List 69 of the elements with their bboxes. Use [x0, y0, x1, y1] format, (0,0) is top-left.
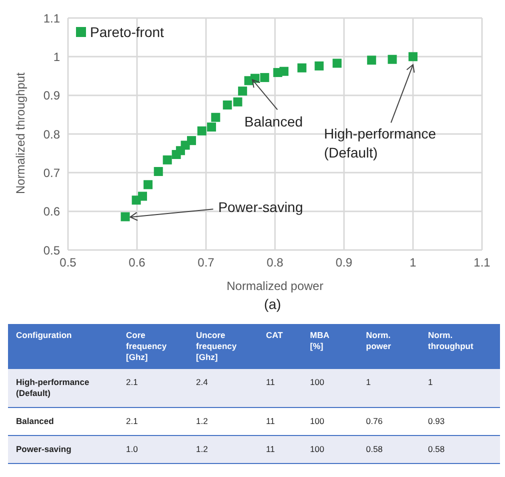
y-tick-label: 0.5: [43, 243, 60, 258]
x-tick-label: 1.1: [474, 256, 491, 270]
point: [144, 180, 153, 190]
annotation: Power-saving: [218, 199, 304, 216]
text: 100: [310, 377, 324, 387]
text: 0.76: [366, 416, 383, 426]
x-tick-label: 0.5: [60, 256, 77, 270]
text: 0.58: [428, 444, 445, 454]
text: 1.2: [196, 444, 208, 454]
y-tick-label: 1.1: [43, 11, 60, 26]
y-axis-title: Normalized throughput: [13, 72, 28, 194]
point: [120, 212, 130, 222]
x-tick-label: 1: [410, 256, 417, 270]
text: 2.1: [126, 416, 138, 426]
text: Power-saving: [16, 444, 72, 454]
point: [279, 66, 288, 76]
category-label: Core frequency [Ghz]: [126, 330, 168, 363]
point: [162, 155, 172, 164]
text: 11: [266, 444, 275, 454]
text: 2.4: [196, 377, 208, 387]
point: [233, 97, 242, 106]
text: 1.2: [196, 416, 208, 426]
point: [260, 73, 270, 82]
text: 11: [266, 416, 275, 426]
x-tick-label: 0.9: [336, 256, 353, 270]
text: High-performance (Default): [16, 377, 90, 398]
category-label: Norm. throughput: [428, 330, 474, 352]
x-axis-title: Normalized power: [226, 279, 324, 293]
text: 2.1: [126, 377, 138, 387]
x-tick-label: 0.7: [198, 256, 215, 270]
text: 1: [428, 377, 433, 387]
point: [154, 167, 163, 176]
text: Balanced: [16, 416, 54, 426]
point: [408, 52, 418, 62]
point: [314, 61, 324, 70]
y-tick-label: 0.8: [43, 127, 60, 142]
category-label: CAT: [266, 330, 284, 341]
text: 1.0: [126, 444, 138, 454]
point: [138, 192, 148, 201]
point: [197, 126, 206, 136]
point: [187, 136, 196, 146]
x-tick-label: 0.6: [128, 256, 146, 270]
y-tick-label: 0.6: [43, 204, 60, 219]
text: 0.93: [428, 416, 445, 426]
y-tick-label: 0.9: [43, 88, 60, 103]
point: [222, 100, 232, 110]
point: [332, 58, 342, 68]
text: 100: [310, 416, 324, 426]
category-label: Norm. power: [366, 330, 392, 352]
text: 11: [266, 377, 275, 387]
y-tick-label: 1: [53, 50, 60, 64]
point: [367, 56, 376, 65]
legend-label: Pareto-front: [89, 24, 164, 40]
annotation: Balanced: [244, 114, 303, 130]
annotation: High-performance (Default): [324, 126, 436, 161]
y-tick-label: 0.7: [43, 166, 60, 180]
text: 100: [310, 444, 324, 454]
category-label: Uncore frequency [Ghz]: [196, 330, 238, 363]
point: [207, 122, 216, 132]
category-label: MBA [%]: [310, 330, 330, 352]
category-label: Configuration: [16, 330, 73, 341]
point: [388, 54, 397, 64]
point: [238, 86, 248, 96]
text: 0.58: [366, 444, 383, 454]
x-tick-label: 0.8: [266, 256, 284, 270]
point: [297, 63, 306, 72]
text: 1: [366, 377, 371, 387]
text: (a): [262, 296, 282, 312]
point: [211, 112, 220, 122]
